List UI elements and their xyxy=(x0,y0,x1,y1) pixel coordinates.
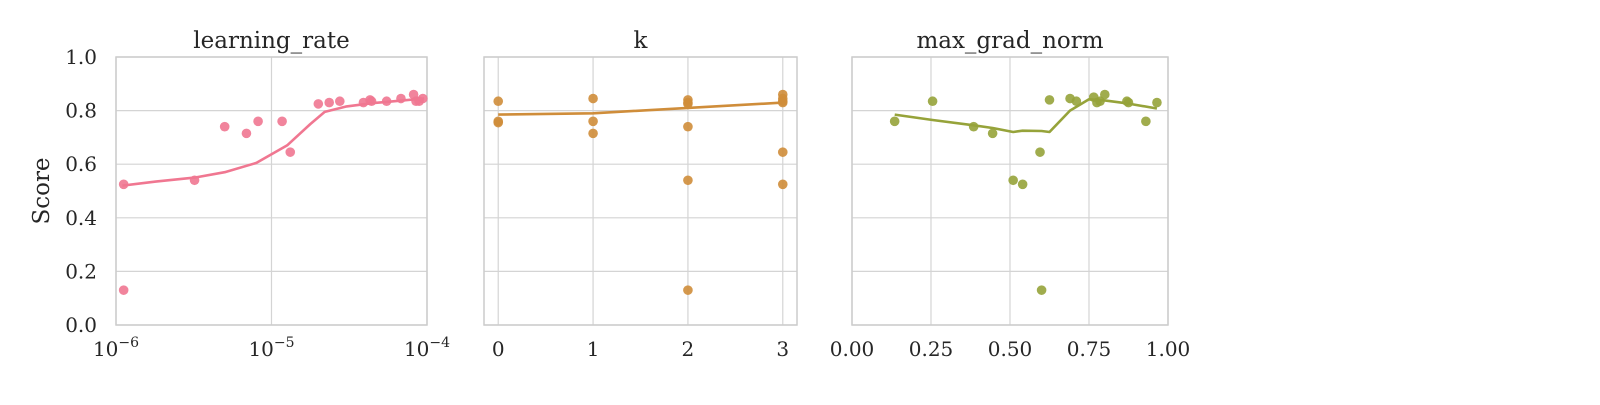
data-point xyxy=(777,179,788,190)
data-point xyxy=(253,116,263,127)
data-point xyxy=(927,96,938,107)
x-tick-label: 0 xyxy=(492,337,505,361)
data-point xyxy=(241,128,252,139)
data-point xyxy=(588,93,598,104)
x-tick-label: 0.50 xyxy=(988,337,1033,361)
x-tick-label: 0.00 xyxy=(830,337,875,361)
x-tick-label: 1 xyxy=(587,337,600,361)
x-tick-label: 3 xyxy=(776,337,789,361)
trend-line xyxy=(894,98,1158,134)
chart-1-frame xyxy=(483,56,798,326)
y-tick-label: 0.4 xyxy=(65,206,97,230)
data-point xyxy=(335,96,345,107)
chart-0-grid xyxy=(115,56,428,326)
trend-line xyxy=(122,97,425,187)
data-point xyxy=(277,116,287,127)
data-point xyxy=(1008,175,1018,186)
x-tick-label: 10−4 xyxy=(404,335,450,361)
chart-0-frame xyxy=(115,56,428,326)
data-point xyxy=(1141,116,1151,127)
data-point xyxy=(987,128,998,139)
chart-0-y-axis-label: Score xyxy=(29,157,55,224)
data-point xyxy=(588,128,598,139)
chart-2-frame xyxy=(851,56,1169,326)
y-tick-label: 0.2 xyxy=(65,259,97,283)
data-point xyxy=(1044,95,1055,105)
x-tick-label: 2 xyxy=(682,337,695,361)
data-point xyxy=(1036,285,1047,295)
data-point xyxy=(219,121,230,132)
data-point xyxy=(1017,179,1028,190)
chart-2-title: max_grad_norm xyxy=(916,28,1103,54)
y-tick-label: 0.0 xyxy=(65,313,97,337)
trend-line xyxy=(498,101,783,116)
data-point xyxy=(889,116,900,127)
y-tick-label: 0.8 xyxy=(65,99,97,123)
data-point xyxy=(493,96,504,107)
data-point xyxy=(683,285,693,295)
x-tick-label: 1.00 xyxy=(1146,337,1191,361)
data-point xyxy=(683,99,693,109)
data-point xyxy=(313,99,324,109)
data-point xyxy=(1152,97,1162,108)
y-tick-label: 0.6 xyxy=(65,152,97,176)
data-point xyxy=(1100,89,1110,100)
data-point xyxy=(588,116,598,127)
chart-1-grid xyxy=(484,56,797,326)
data-point xyxy=(777,147,788,157)
data-point xyxy=(683,121,693,132)
data-point xyxy=(118,285,129,295)
chart-2-grid xyxy=(851,56,1169,326)
data-point xyxy=(683,175,693,186)
chart-0-title: learning_rate xyxy=(193,28,349,54)
data-point xyxy=(324,97,335,108)
data-point xyxy=(1035,147,1045,157)
data-point xyxy=(1071,96,1082,107)
chart-1-title: k xyxy=(634,28,649,54)
y-tick-label: 1.0 xyxy=(65,45,97,69)
x-tick-label: 0.75 xyxy=(1067,337,1112,361)
data-point xyxy=(493,117,504,128)
data-point xyxy=(285,147,296,157)
x-tick-label: 0.25 xyxy=(909,337,954,361)
chart-2-panel: max_grad_norm 0.00 0.25 0.50 0.75 1.00 xyxy=(830,28,1191,361)
chart-0-panel: learning_rate 10−6 10−5 10−4 0.0 0.2 0.4 0.6 0.8… xyxy=(29,28,450,361)
x-tick-label: 10−5 xyxy=(248,335,294,361)
chart-1-panel: k 0 1 2 3 xyxy=(483,28,798,361)
x-tick-label: 10−6 xyxy=(93,335,139,361)
